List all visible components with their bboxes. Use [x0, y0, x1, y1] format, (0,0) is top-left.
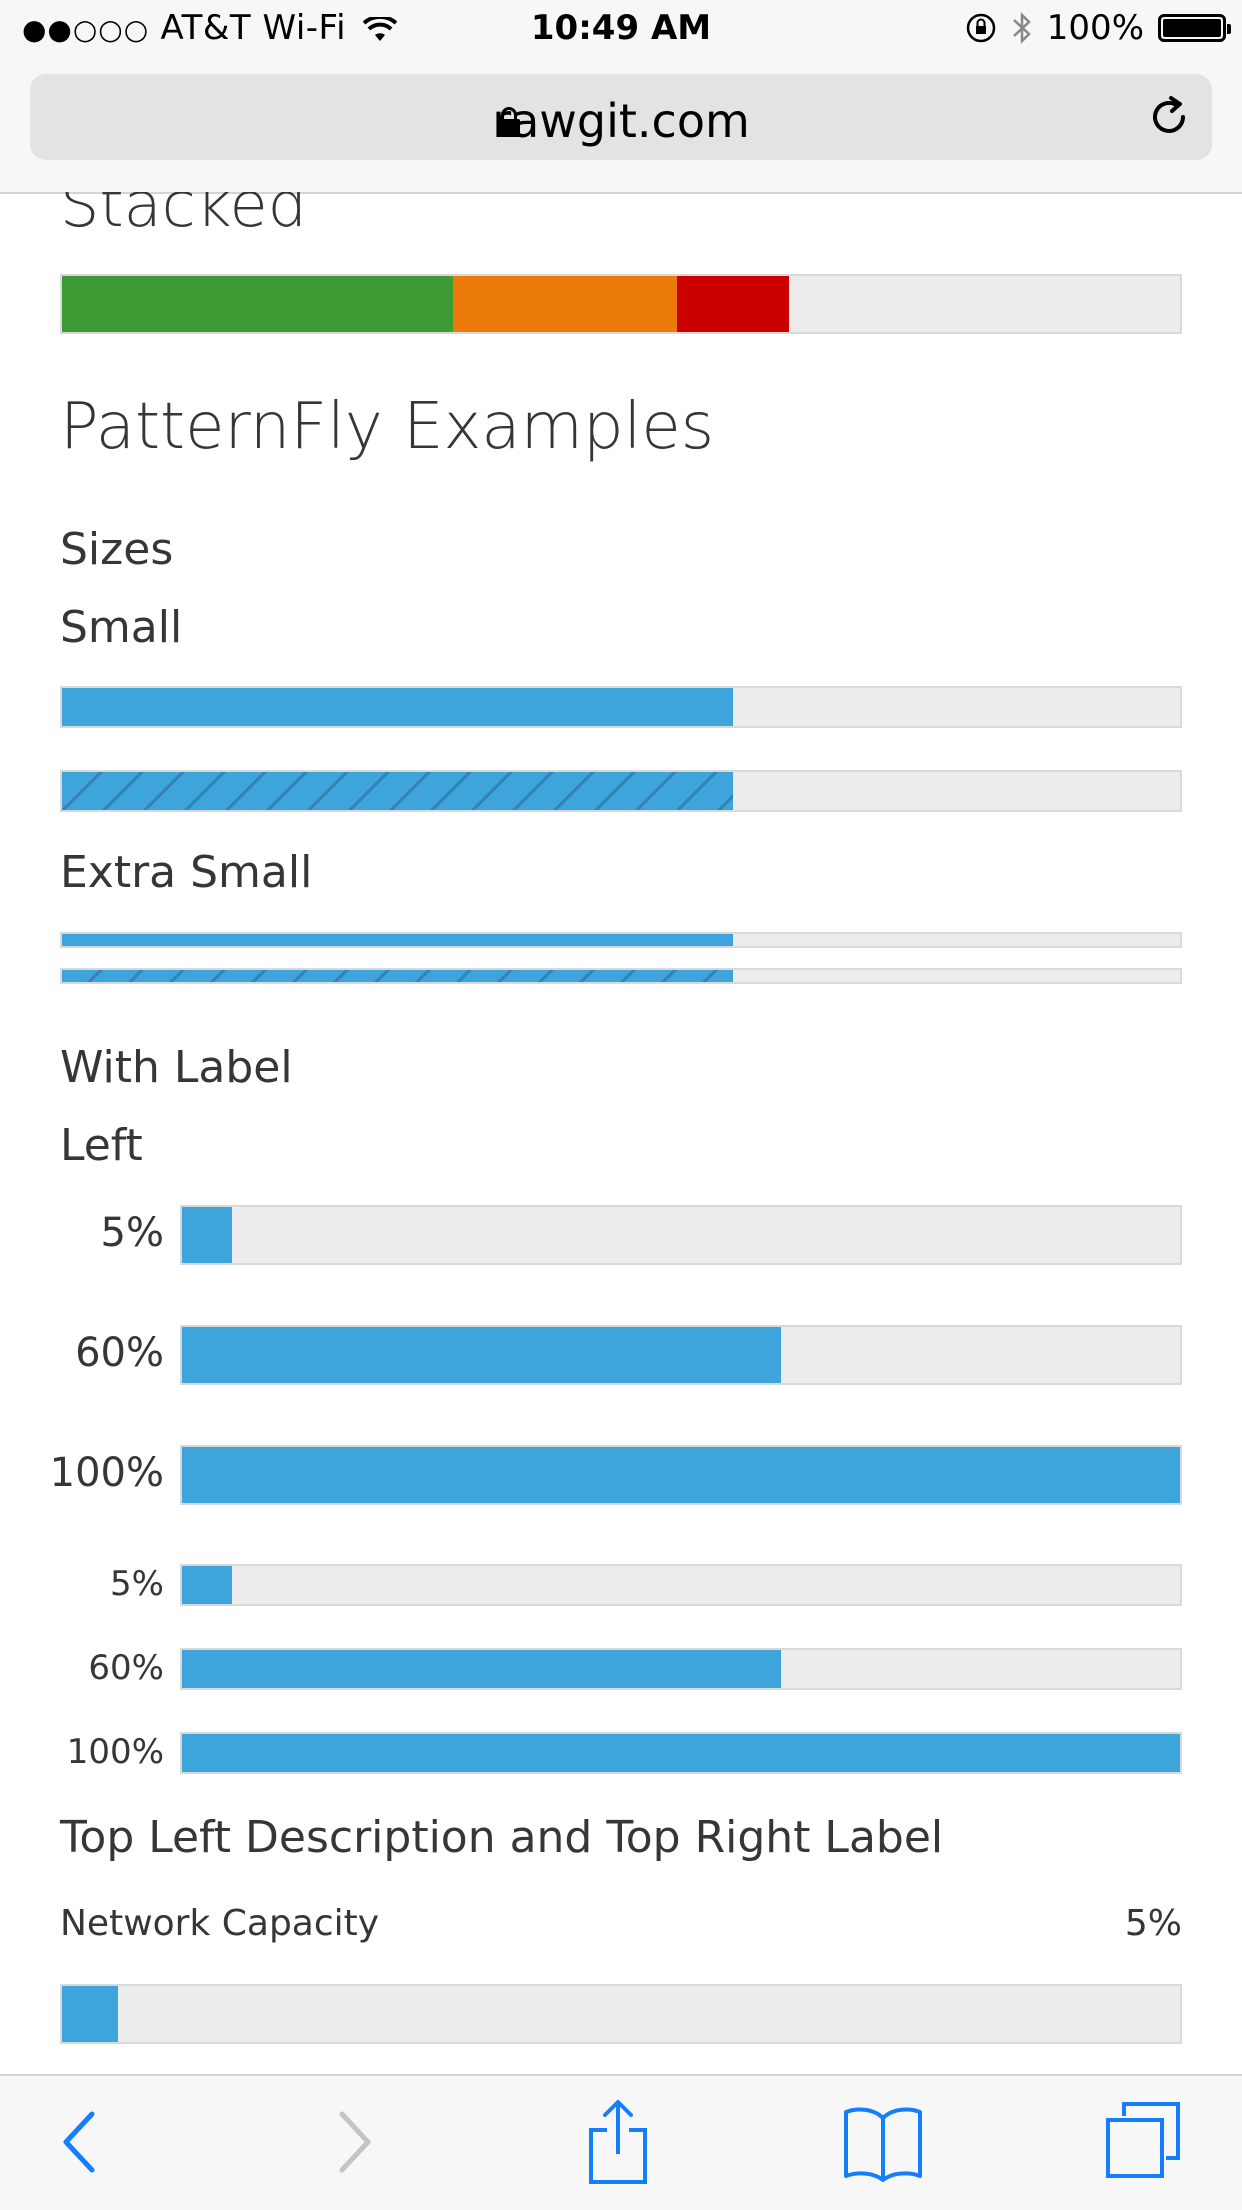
progress-fill: [182, 1734, 1180, 1772]
small-progress-bar: [60, 686, 1182, 728]
stacked-progress-bar: [60, 274, 1182, 334]
status-bar: ●●○○○ AT&T Wi-Fi 10:49 AM 100%: [0, 0, 1242, 62]
labeled-progress-bar: [180, 1445, 1182, 1505]
bar-label: 5%: [110, 1564, 164, 1604]
clock: 10:49 AM: [530, 8, 712, 48]
extra-small-striped-progress-bar: [60, 968, 1182, 984]
back-icon[interactable]: [56, 2100, 104, 2184]
browser-toolbar: [0, 2074, 1242, 2210]
progress-fill: [182, 1447, 1180, 1503]
sizes-heading: Sizes: [60, 524, 174, 575]
lock-icon: [498, 107, 520, 137]
labeled-progress-bar: [180, 1564, 1182, 1606]
share-icon[interactable]: [585, 2096, 651, 2188]
small-striped-progress-bar: [60, 770, 1182, 812]
bar-label: 5%: [100, 1210, 164, 1256]
top-left-description-heading: Top Left Description and Top Right Label: [60, 1812, 944, 1863]
progress-fill: [62, 970, 733, 982]
stacked-segment-2: [453, 276, 677, 332]
extra-small-progress-bar: [60, 932, 1182, 948]
progress-fill: [182, 1207, 232, 1263]
labeled-progress-bar: [180, 1205, 1182, 1265]
progress-fill: [182, 1650, 781, 1688]
extra-small-heading: Extra Small: [60, 847, 313, 898]
progress-fill: [182, 1566, 232, 1604]
progress-fill: [62, 772, 733, 810]
labeled-progress-bar: [180, 1648, 1182, 1690]
network-capacity-label: 5%: [1124, 1903, 1182, 1944]
bluetooth-icon: [1012, 11, 1031, 45]
network-capacity-progress-bar: [60, 1984, 1182, 2044]
progress-fill: [62, 1986, 118, 2042]
url-domain: rawgit.com: [492, 94, 750, 148]
carrier-info: ●●○○○ AT&T Wi-Fi: [22, 8, 398, 48]
stacked-segment-1: [62, 276, 454, 332]
reload-icon[interactable]: [1146, 94, 1192, 140]
page-content: Stacked PatternFly Examples Sizes Small …: [0, 192, 1242, 2074]
small-heading: Small: [60, 602, 183, 653]
stacked-segment-3: [676, 276, 789, 332]
orientation-lock-icon: [966, 13, 996, 43]
bar-label: 100%: [66, 1732, 164, 1772]
bar-label: 100%: [49, 1450, 164, 1496]
status-right: 100%: [965, 8, 1231, 48]
patternfly-examples-heading: PatternFly Examples: [60, 390, 715, 464]
labeled-progress-bar: [180, 1732, 1182, 1774]
tabs-icon[interactable]: [1104, 2100, 1184, 2182]
bookmarks-icon[interactable]: [840, 2102, 926, 2182]
battery-percent: 100%: [1046, 8, 1144, 48]
carrier-name: AT&T Wi-Fi: [160, 8, 347, 48]
stacked-heading: Stacked: [60, 192, 307, 241]
progress-fill: [62, 688, 733, 726]
bar-label: 60%: [75, 1330, 164, 1376]
forward-icon[interactable]: [330, 2100, 378, 2184]
network-capacity-description: Network Capacity: [60, 1903, 380, 1944]
labeled-progress-bar: [180, 1325, 1182, 1385]
wifi-icon: [363, 14, 398, 41]
with-label-heading: With Label: [60, 1042, 293, 1093]
battery-icon: [1158, 14, 1231, 42]
progress-fill: [62, 934, 733, 946]
progress-fill: [182, 1327, 781, 1383]
signal-strength-icon: ●●○○○: [22, 13, 150, 46]
left-heading: Left: [60, 1120, 143, 1171]
browser-address-area: rawgit.com: [0, 62, 1242, 194]
bar-label: 60%: [88, 1648, 164, 1688]
address-bar[interactable]: rawgit.com: [30, 74, 1212, 160]
